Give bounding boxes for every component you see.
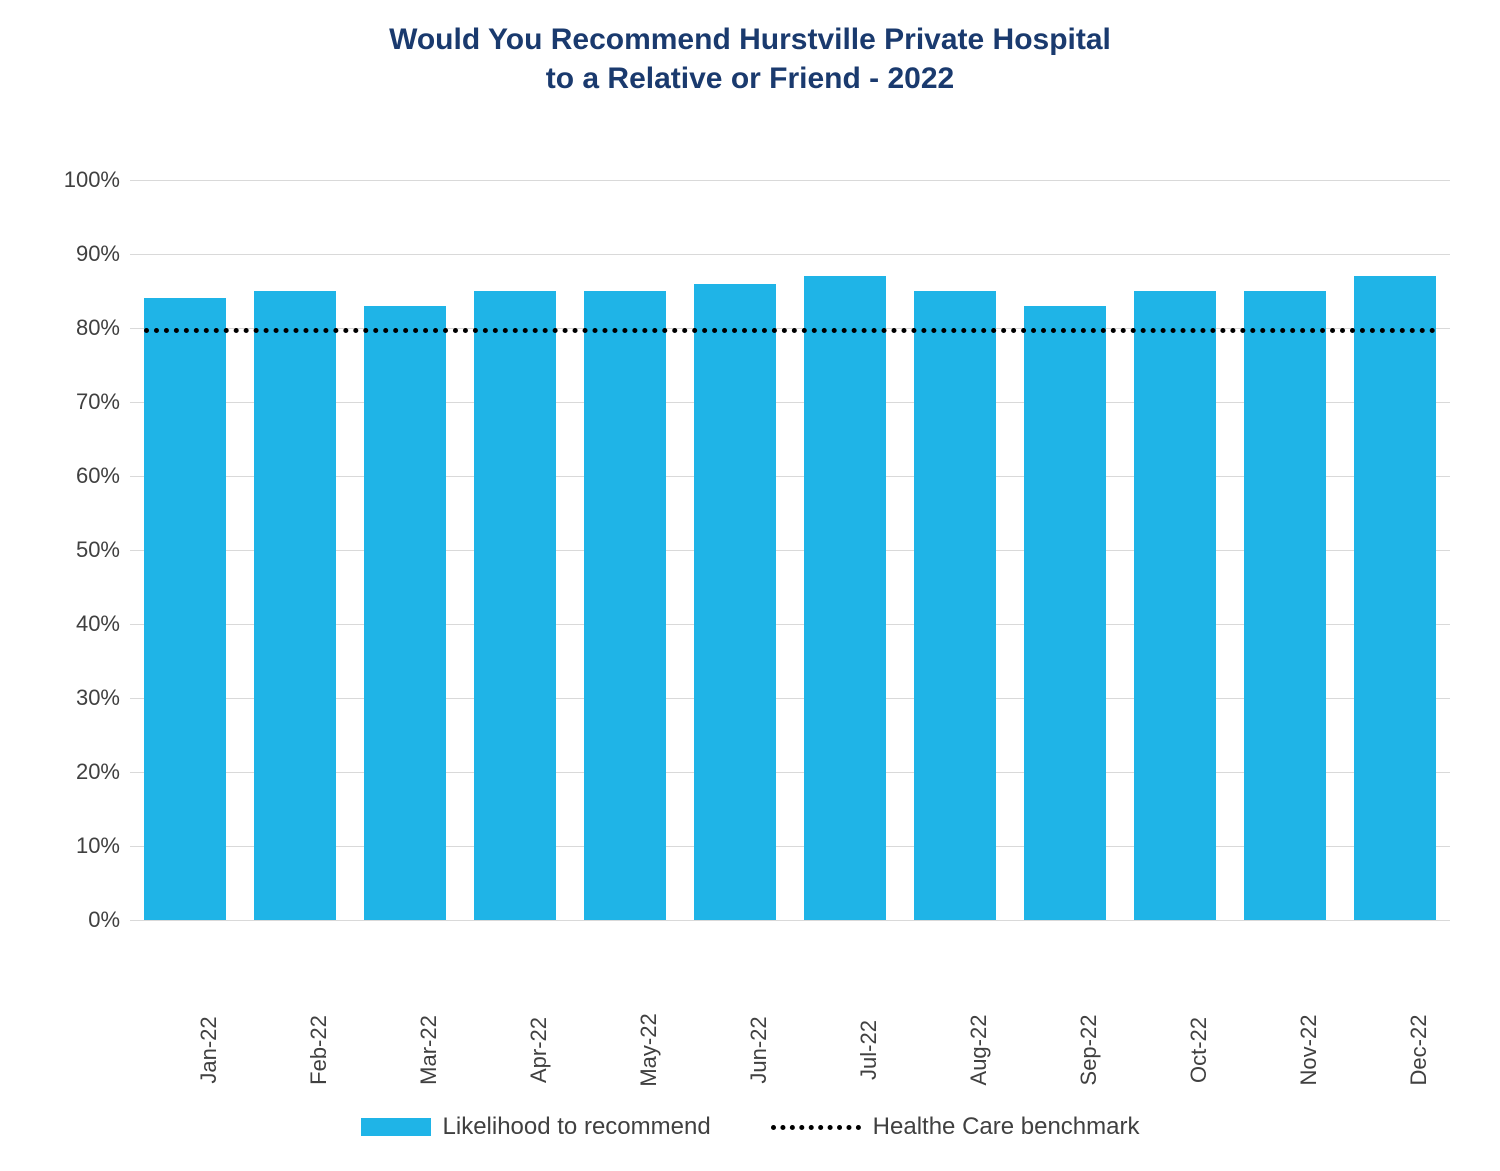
legend-item-series: Likelihood to recommend bbox=[361, 1113, 711, 1141]
x-tick-label: Dec-22 bbox=[1406, 1015, 1432, 1086]
chart-title-line1: Would You Recommend Hurstville Private H… bbox=[20, 20, 1480, 59]
bar bbox=[364, 306, 447, 920]
chart-container: Would You Recommend Hurstville Private H… bbox=[20, 20, 1480, 1151]
x-labels-layer: Jan-22 Feb-22 Mar-22 Apr-22 May-22 Jun-22 Jul-… bbox=[130, 940, 1450, 1090]
chart-title-line2: to a Relative or Friend - 2022 bbox=[20, 59, 1480, 98]
y-tick-label: 30% bbox=[40, 685, 120, 711]
legend-benchmark-label: Healthe Care benchmark bbox=[873, 1113, 1140, 1141]
legend-item-benchmark: Healthe Care benchmark bbox=[771, 1113, 1140, 1141]
bar bbox=[474, 291, 557, 920]
bar bbox=[1134, 291, 1217, 920]
legend-series-label: Likelihood to recommend bbox=[443, 1113, 711, 1141]
legend-swatch-line bbox=[771, 1125, 861, 1130]
y-tick-label: 50% bbox=[40, 537, 120, 563]
x-tick-label: Nov-22 bbox=[1296, 1015, 1322, 1086]
bar bbox=[254, 291, 337, 920]
x-tick-label: Jan-22 bbox=[196, 1016, 222, 1083]
x-tick-label: May-22 bbox=[636, 1013, 662, 1086]
y-tick-label: 90% bbox=[40, 241, 120, 267]
x-tick-label: Aug-22 bbox=[966, 1015, 992, 1086]
bar bbox=[1244, 291, 1327, 920]
plot-area: 0%10%20%30%40%50%60%70%80%90%100% bbox=[130, 180, 1450, 920]
x-tick-label: Jun-22 bbox=[746, 1016, 772, 1083]
x-tick-label: Jul-22 bbox=[856, 1020, 882, 1080]
bars-layer bbox=[130, 180, 1450, 920]
bar bbox=[144, 298, 227, 920]
gridline bbox=[130, 920, 1450, 921]
x-tick-label: Sep-22 bbox=[1076, 1015, 1102, 1086]
bar bbox=[914, 291, 997, 920]
y-tick-label: 0% bbox=[40, 907, 120, 933]
x-tick-label: Mar-22 bbox=[416, 1015, 442, 1085]
x-tick-label: Oct-22 bbox=[1186, 1017, 1212, 1083]
bar bbox=[584, 291, 667, 920]
x-tick-label: Feb-22 bbox=[306, 1015, 332, 1085]
y-tick-label: 20% bbox=[40, 759, 120, 785]
chart-title: Would You Recommend Hurstville Private H… bbox=[20, 20, 1480, 98]
bar bbox=[1024, 306, 1107, 920]
benchmark-line bbox=[144, 328, 1437, 333]
bar bbox=[694, 284, 777, 920]
y-tick-label: 70% bbox=[40, 389, 120, 415]
legend-swatch-bar bbox=[361, 1118, 431, 1136]
y-tick-label: 40% bbox=[40, 611, 120, 637]
y-tick-label: 10% bbox=[40, 833, 120, 859]
bar bbox=[1354, 276, 1437, 920]
y-tick-label: 60% bbox=[40, 463, 120, 489]
x-tick-label: Apr-22 bbox=[526, 1017, 552, 1083]
y-tick-label: 80% bbox=[40, 315, 120, 341]
y-tick-label: 100% bbox=[40, 167, 120, 193]
legend: Likelihood to recommend Healthe Care ben… bbox=[20, 1113, 1480, 1141]
bar bbox=[804, 276, 887, 920]
